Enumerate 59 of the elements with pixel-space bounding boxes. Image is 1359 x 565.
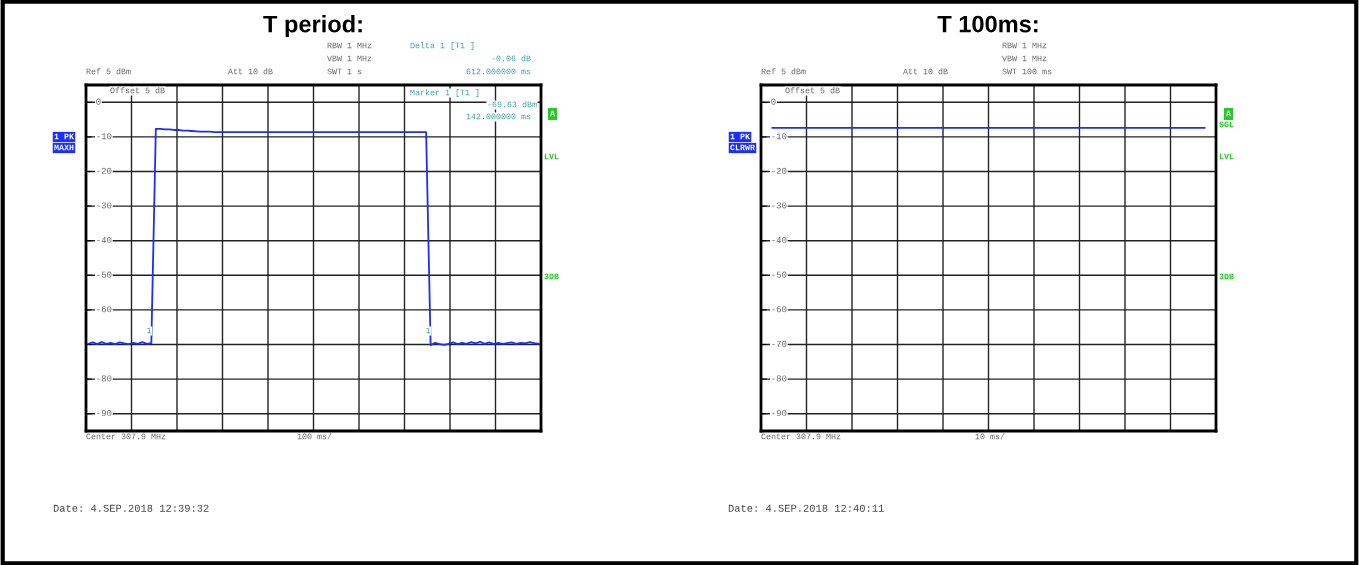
text: LVL bbox=[1219, 153, 1234, 160]
annotation: -69.63 dBm bbox=[488, 101, 537, 108]
chart-title: T 100ms: bbox=[937, 15, 1038, 33]
text: Ref 5 dBm bbox=[761, 68, 806, 75]
text: Center 307.9 MHz bbox=[761, 433, 841, 440]
text: A bbox=[1226, 110, 1231, 117]
text: Att 10 dB bbox=[903, 68, 948, 75]
annotation: Offset 5 dB bbox=[785, 87, 840, 94]
y-tick-label: -60 bbox=[772, 306, 787, 313]
y-tick-label: -90 bbox=[97, 410, 112, 417]
text: SGL bbox=[1219, 121, 1234, 128]
text: RBW 1 MHz bbox=[327, 42, 372, 49]
text: Date: 4.SEP.2018 12:39:32 bbox=[53, 504, 209, 512]
text: Ref 5 dBm bbox=[86, 68, 131, 75]
y-tick-label: -30 bbox=[772, 202, 787, 209]
y-tick-label: -70 bbox=[772, 340, 787, 347]
text: Att 10 dB bbox=[228, 68, 273, 75]
text: LVL bbox=[544, 153, 559, 160]
text: Delta 1 [T1 ] bbox=[410, 42, 474, 50]
annotation: 142.000000 ms bbox=[466, 113, 531, 120]
text: RBW 1 MHz bbox=[1002, 42, 1047, 49]
text: CLRWR bbox=[730, 144, 755, 151]
annotation: Offset 5 dB bbox=[110, 87, 165, 94]
text: 1 PK bbox=[730, 133, 750, 140]
y-tick-label: -90 bbox=[772, 410, 787, 417]
y-tick-label: -40 bbox=[97, 237, 112, 244]
annotation: 1 bbox=[426, 327, 431, 334]
y-tick-label: -80 bbox=[97, 375, 112, 382]
y-tick-label: -40 bbox=[772, 237, 787, 244]
text: Center 307.9 MHz bbox=[86, 433, 166, 440]
y-tick-label: -20 bbox=[772, 167, 787, 174]
y-tick-label: -50 bbox=[772, 271, 787, 278]
line-series bbox=[87, 128, 540, 347]
y-tick-label: -50 bbox=[97, 271, 112, 278]
text: 100 ms/ bbox=[297, 433, 332, 440]
text: -0.06 dB bbox=[492, 55, 531, 62]
y-tick-label: -20 bbox=[97, 167, 112, 174]
y-tick-label: -80 bbox=[772, 375, 787, 382]
text: Date: 4.SEP.2018 12:40:11 bbox=[728, 504, 884, 512]
text: SWT 100 ms bbox=[1002, 68, 1052, 75]
text: A bbox=[550, 110, 555, 117]
y-tick-label: -30 bbox=[97, 202, 112, 209]
text: 3DB bbox=[544, 273, 559, 280]
text: VBW 1 MHz bbox=[1002, 55, 1047, 62]
text: MAXH bbox=[54, 144, 74, 151]
text: VBW 1 MHz bbox=[327, 55, 372, 62]
text: 1 PK bbox=[54, 133, 74, 140]
y-tick-label: -10 bbox=[772, 133, 787, 140]
chart-title: T period: bbox=[263, 15, 362, 38]
y-tick-label: -60 bbox=[97, 306, 112, 313]
text: 3DB bbox=[1219, 273, 1234, 280]
annotation: 1 bbox=[147, 327, 152, 334]
y-tick-label: -10 bbox=[97, 133, 112, 140]
y-tick-label: 0 bbox=[96, 98, 101, 105]
text: 10 ms/ bbox=[975, 433, 1005, 440]
y-tick-label: 0 bbox=[771, 98, 776, 105]
text: SWT 1 s bbox=[327, 68, 362, 75]
annotation: Marker 1 [T1 ] bbox=[410, 89, 479, 97]
text: 612.000000 ms bbox=[466, 68, 531, 75]
